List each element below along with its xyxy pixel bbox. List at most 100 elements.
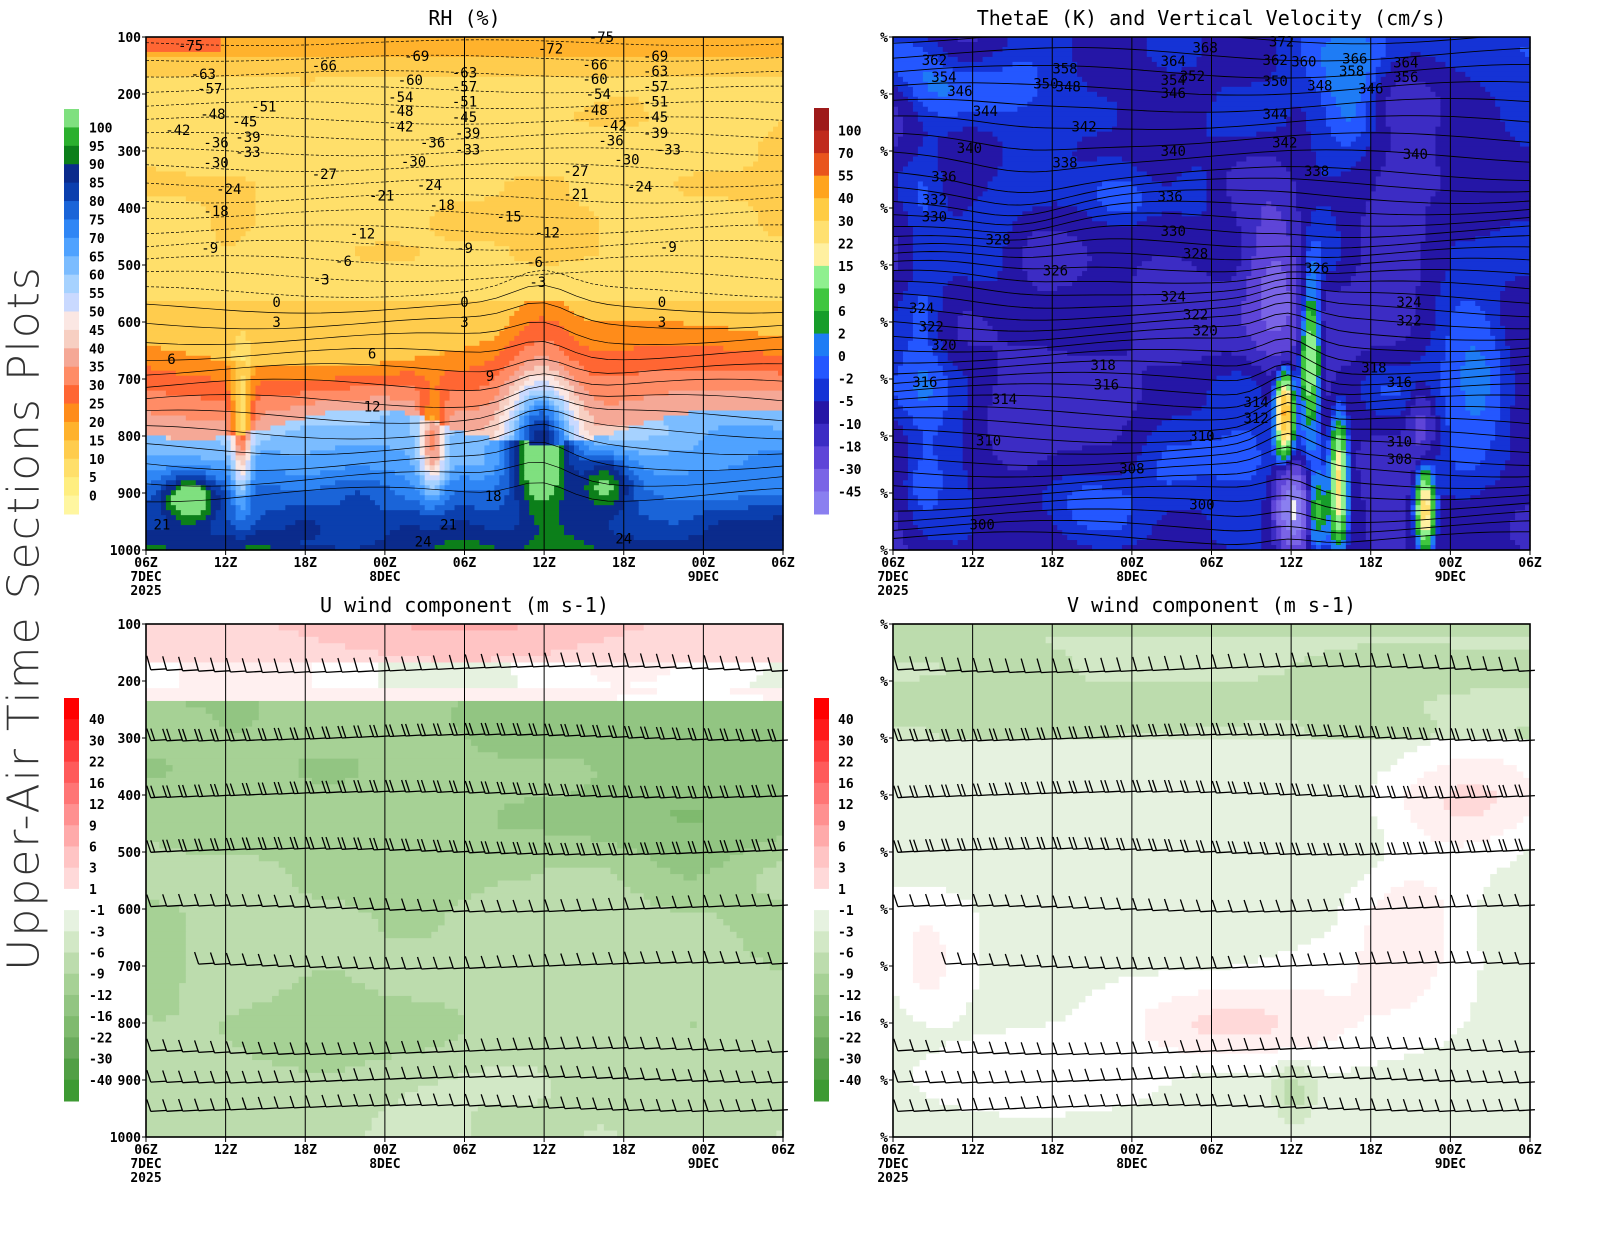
field-cell	[893, 161, 909, 168]
field-cell	[902, 540, 954, 546]
field-cell	[937, 166, 999, 173]
field-cell	[298, 630, 625, 638]
field-cell	[927, 335, 939, 342]
field-cell	[1485, 315, 1501, 322]
x-tick-label: 12Z	[214, 556, 238, 571]
field-cell	[424, 435, 431, 442]
wind-barb-shaft	[262, 1107, 279, 1110]
field-cell	[598, 216, 759, 222]
field-cell	[378, 918, 446, 926]
field-cell	[1286, 166, 1322, 173]
field-cell	[424, 495, 441, 501]
field-cell	[509, 410, 515, 417]
field-cell	[554, 400, 565, 407]
colorbar-label: 25	[89, 398, 105, 413]
field-cell	[225, 505, 237, 511]
wind-barb-flag	[707, 728, 713, 741]
field-cell	[1121, 156, 1247, 163]
wind-barb-shaft	[373, 1104, 390, 1107]
contour-label: 300	[970, 517, 995, 533]
field-cell	[1335, 415, 1347, 422]
field-cell	[617, 694, 764, 702]
field-cell	[1380, 390, 1402, 397]
wind-barb-shaft	[596, 665, 613, 668]
field-cell	[1320, 540, 1332, 546]
field-cell	[613, 450, 640, 456]
field-cell	[439, 475, 446, 481]
field-cell	[1325, 430, 1332, 437]
wind-barb-shaft	[580, 734, 597, 738]
field-cell	[160, 490, 172, 496]
field-cell	[1505, 330, 1531, 337]
wind-barb-shaft	[724, 668, 741, 671]
field-cell	[922, 455, 939, 461]
wind-barb-shaft	[278, 738, 295, 741]
colorbar-label: -18	[838, 440, 862, 455]
field-cell	[1286, 116, 1307, 123]
field-cell	[1306, 365, 1317, 372]
field-cell	[220, 46, 784, 53]
field-cell	[1271, 535, 1277, 541]
wind-barb-shaft	[278, 1052, 295, 1055]
wind-barb-flag	[385, 1041, 391, 1054]
wind-barb-flag	[369, 956, 375, 970]
field-cell	[710, 867, 764, 875]
field-cell	[419, 395, 431, 402]
colorbar-swatch	[64, 237, 79, 257]
field-cell	[1500, 300, 1531, 307]
wind-barb-flag	[420, 838, 427, 852]
field-cell	[972, 530, 1063, 536]
field-cell	[1027, 465, 1133, 471]
field-cell	[912, 156, 939, 163]
field-cell	[907, 460, 919, 466]
field-cell	[1410, 505, 1417, 511]
field-cell	[1057, 525, 1088, 531]
wind-barb-flag	[273, 1096, 279, 1109]
field-cell	[1306, 520, 1312, 526]
field-cell	[893, 295, 904, 302]
field-cell	[593, 435, 610, 442]
field-cell	[1425, 226, 1501, 232]
field-cell	[1360, 246, 1422, 252]
field-cell	[549, 440, 555, 447]
wind-barb-flag	[592, 784, 598, 798]
field-cell	[564, 490, 590, 496]
field-cell	[1276, 475, 1282, 481]
field-cell	[1072, 151, 1317, 158]
field-cell	[927, 535, 969, 541]
field-cell	[1316, 375, 1322, 382]
contour-label: 308	[1387, 452, 1412, 468]
wind-barb-flag	[229, 728, 236, 742]
field-cell	[1335, 490, 1342, 496]
field-cell	[1435, 540, 1516, 546]
wind-barb-shaft	[294, 847, 311, 850]
field-cell	[897, 241, 914, 247]
field-cell	[670, 867, 711, 875]
field-cell	[245, 455, 252, 461]
field-cell	[454, 490, 510, 496]
field-cell	[564, 430, 570, 437]
field-cell	[524, 410, 530, 417]
field-cell	[937, 430, 964, 437]
field-cell	[1316, 510, 1322, 516]
field-cell	[1196, 266, 1237, 272]
field-cell	[1320, 310, 1417, 317]
field-cell	[1415, 320, 1437, 327]
wind-barb-flag	[369, 779, 375, 793]
field-cell	[1082, 136, 1312, 143]
field-cell	[1430, 405, 1437, 412]
field-cell	[1141, 395, 1208, 402]
field-cell	[378, 989, 784, 997]
field-cell	[146, 1021, 220, 1029]
field-cell	[1320, 241, 1342, 247]
field-cell	[1311, 530, 1332, 536]
field-cell	[1410, 515, 1417, 521]
field-cell	[146, 315, 510, 322]
field-cell	[250, 375, 336, 382]
contour-line	[145, 270, 784, 282]
field-cell	[1320, 395, 1337, 402]
field-cell	[1330, 430, 1337, 437]
x-tick-label: 06Z	[453, 556, 477, 571]
field-cell	[359, 256, 416, 262]
field-cell	[444, 350, 500, 357]
